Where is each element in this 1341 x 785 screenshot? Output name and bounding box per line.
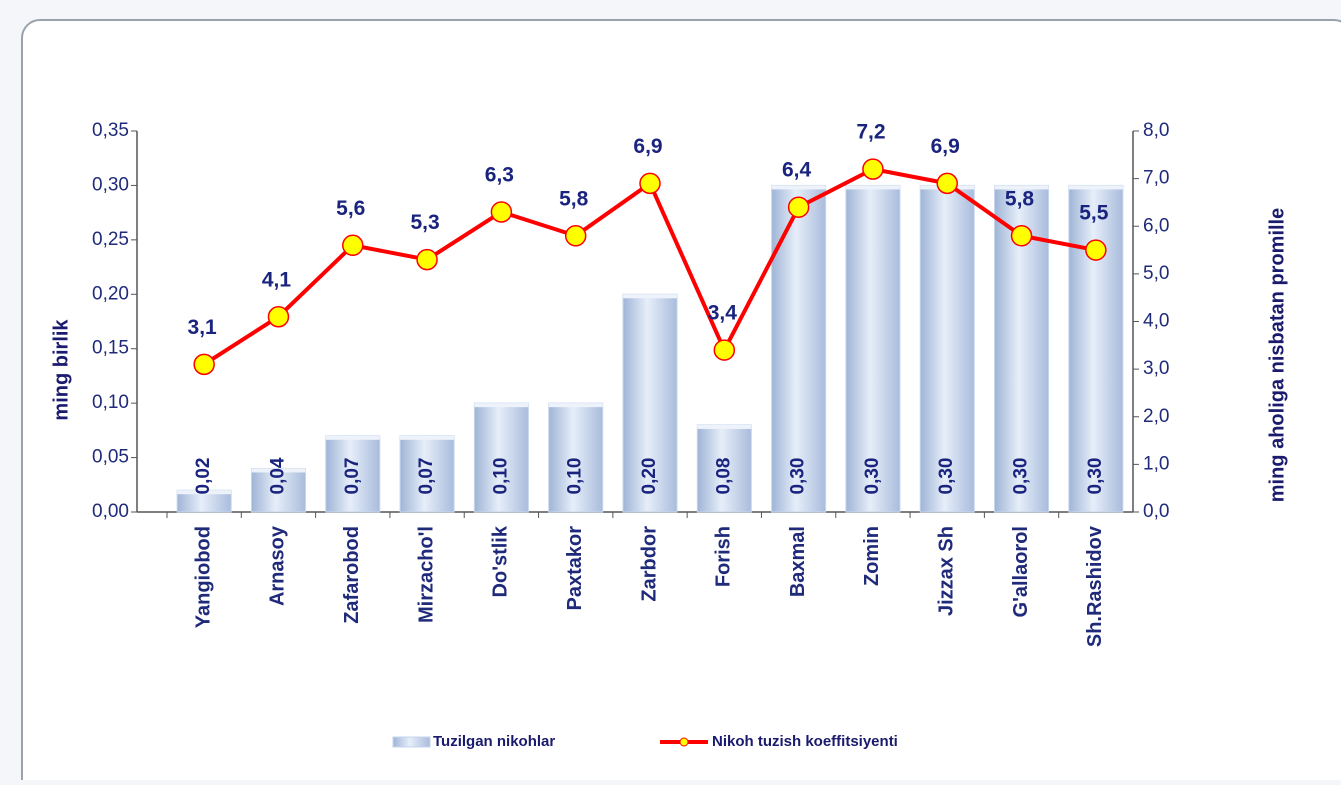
line-marker xyxy=(193,353,215,376)
line-value-label: 6,4 xyxy=(782,159,812,182)
bar xyxy=(919,184,975,513)
y2-tick-label: 2,0 xyxy=(1143,406,1169,427)
bar-value-label: 0,30 xyxy=(1011,458,1032,495)
y2-tick-label: 3,0 xyxy=(1143,358,1169,379)
y2-tick-label: 7,0 xyxy=(1143,168,1169,189)
bar-value-label: 0,10 xyxy=(490,458,511,495)
bar-top xyxy=(771,185,826,190)
line-marker xyxy=(936,172,958,195)
line-value-label: 6,9 xyxy=(633,135,662,158)
line-marker xyxy=(1010,225,1033,247)
bar-value-label: 0,30 xyxy=(936,458,957,495)
y-tick-label: 0,25 xyxy=(92,229,129,250)
line-value-label: 6,9 xyxy=(931,135,960,158)
bar-top xyxy=(251,468,306,473)
bar-value-label: 0,02 xyxy=(193,458,214,495)
x-tick-label: Yangiobod xyxy=(192,526,214,628)
line-marker xyxy=(639,172,661,195)
bar xyxy=(696,424,752,513)
line-marker xyxy=(490,201,513,223)
line-marker xyxy=(564,225,587,247)
y-tick-label: 0,10 xyxy=(92,392,129,413)
line-marker xyxy=(787,196,810,218)
legend-marker xyxy=(679,737,689,747)
x-tick-label: Forish xyxy=(713,526,735,587)
x-tick-label: Zomin xyxy=(861,526,883,586)
bar xyxy=(250,467,306,513)
line-value-label: 5,6 xyxy=(336,197,365,220)
bar-value-label: 0,30 xyxy=(788,458,809,495)
bar-value-label: 0,20 xyxy=(639,458,660,495)
x-tick-label: Jizzax Sh xyxy=(936,526,958,616)
y-axis-title: ming birlik xyxy=(50,319,72,421)
y-tick-label: 0,15 xyxy=(92,338,129,359)
bar-value-label: 0,30 xyxy=(1085,458,1106,495)
y2-tick-label: 5,0 xyxy=(1143,263,1169,284)
x-tick-label: Paxtakor xyxy=(564,526,586,611)
bar-top xyxy=(994,185,1049,190)
line-marker xyxy=(416,248,438,271)
line-marker xyxy=(342,234,364,257)
bar-top xyxy=(400,435,455,440)
x-tick-label: Zarbdor xyxy=(638,526,660,602)
y-tick-label: 0,20 xyxy=(92,283,129,304)
bar-value-label: 0,07 xyxy=(342,458,363,495)
bar-top xyxy=(697,424,752,429)
y2-tick-label: 6,0 xyxy=(1143,215,1169,236)
bar-top xyxy=(1068,185,1123,190)
y-tick-label: 0,00 xyxy=(92,501,129,522)
x-tick-label: Arnasoy xyxy=(267,525,289,606)
y-tick-label: 0,35 xyxy=(92,120,129,141)
bar-top xyxy=(474,403,529,408)
x-tick-label: Zafarobod xyxy=(341,526,363,624)
bar xyxy=(622,293,678,513)
x-tick-label: Do'stlik xyxy=(490,525,512,597)
x-tick-label: G'allaorol xyxy=(1010,526,1032,617)
y2-axis-title: ming aholiga nisbatan promille xyxy=(1266,208,1288,502)
line-value-label: 5,3 xyxy=(410,211,439,234)
bar-top xyxy=(177,490,232,495)
line-value-label: 7,2 xyxy=(856,121,885,144)
bar-top xyxy=(845,185,900,190)
legend-swatch xyxy=(392,736,431,748)
bar-top xyxy=(623,294,677,299)
legend-label: Nikoh tuzish koeffitsiyenti xyxy=(712,733,898,750)
bar xyxy=(473,402,529,513)
line-value-label: 3,1 xyxy=(188,316,218,339)
x-tick-label: Mirzacho'l xyxy=(415,526,437,623)
bar-value-label: 0,30 xyxy=(862,458,883,495)
bar-value-label: 0,10 xyxy=(565,458,586,495)
line-marker xyxy=(713,339,736,361)
x-tick-label: Baxmal xyxy=(787,526,809,597)
bar-value-label: 0,08 xyxy=(713,458,734,495)
line-marker xyxy=(267,305,290,328)
bar-value-label: 0,07 xyxy=(416,458,437,495)
line-value-label: 3,4 xyxy=(708,302,738,325)
bar xyxy=(325,435,381,513)
line-value-label: 5,5 xyxy=(1079,202,1109,225)
bar xyxy=(399,435,455,513)
line-value-label: 5,8 xyxy=(1005,187,1035,210)
bar xyxy=(845,184,901,513)
x-tick-label: Sh.Rashidov xyxy=(1084,525,1106,647)
line-marker xyxy=(1085,239,1107,261)
line-value-label: 4,1 xyxy=(262,268,292,291)
y-tick-label: 0,30 xyxy=(92,174,129,195)
bar-top xyxy=(325,435,380,440)
y-tick-label: 0,05 xyxy=(92,447,129,468)
y2-tick-label: 8,0 xyxy=(1143,120,1169,141)
bar-top xyxy=(548,403,603,408)
legend-label: Tuzilgan nikohlar xyxy=(433,733,555,750)
line-value-label: 6,3 xyxy=(485,164,514,187)
line-marker xyxy=(862,158,884,180)
y2-tick-label: 1,0 xyxy=(1143,453,1169,474)
bar-value-label: 0,04 xyxy=(267,457,288,494)
y2-tick-label: 4,0 xyxy=(1143,311,1169,332)
y2-tick-label: 0,0 xyxy=(1143,501,1169,522)
line-value-label: 5,8 xyxy=(559,187,589,210)
